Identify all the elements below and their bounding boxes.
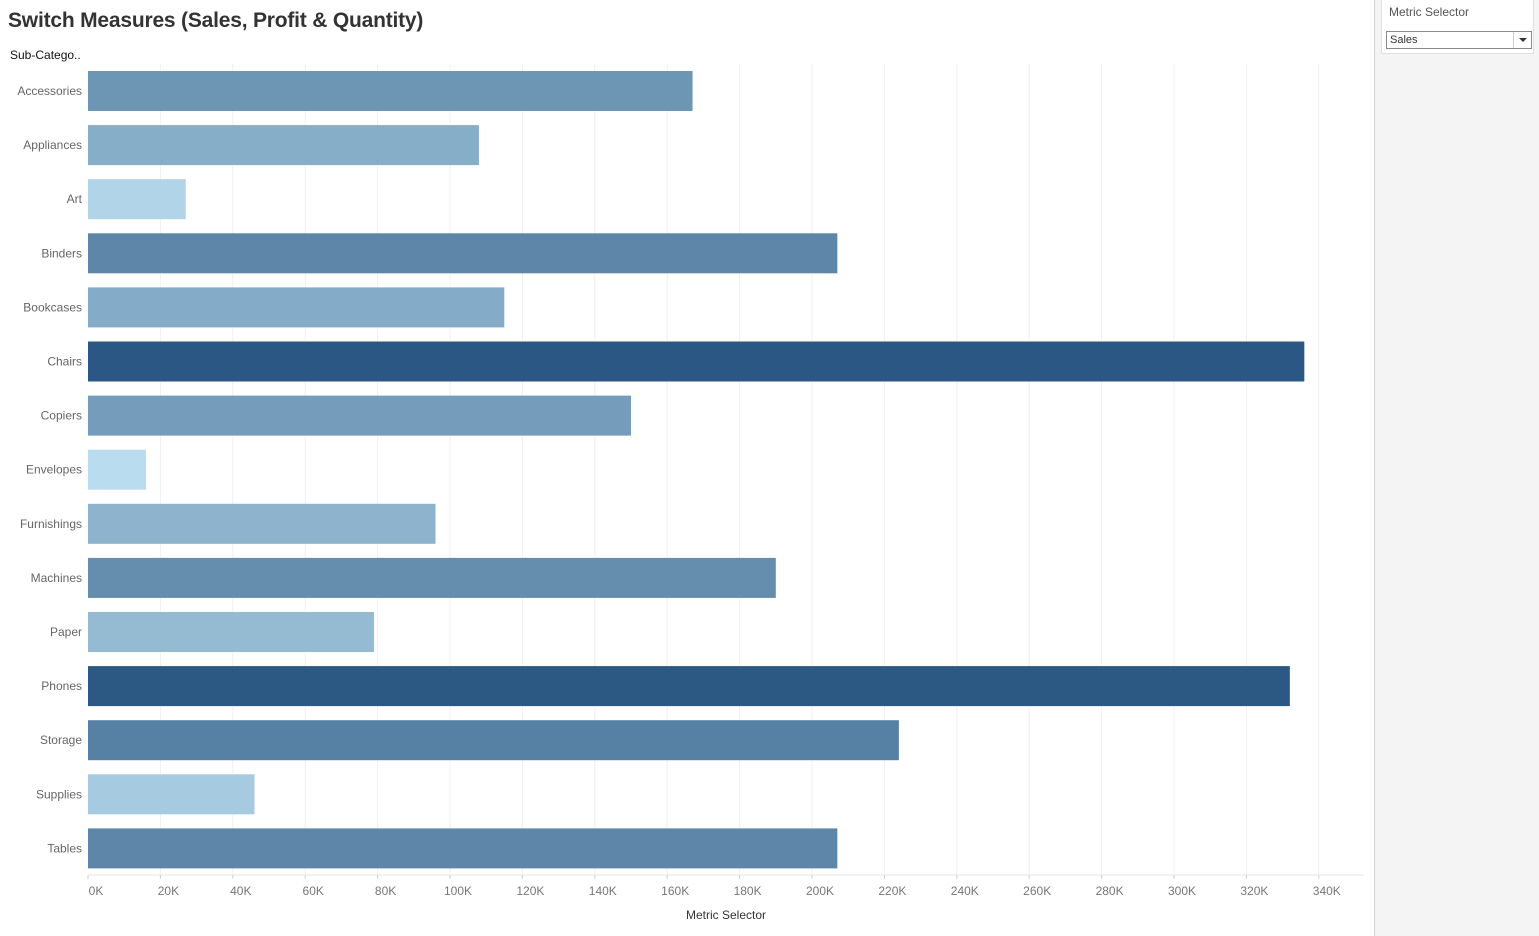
x-tick-label: 20K bbox=[158, 884, 179, 898]
x-tick-label: 160K bbox=[661, 884, 689, 898]
bar[interactable] bbox=[88, 287, 505, 328]
category-label: Furnishings bbox=[20, 517, 82, 531]
category-label: Paper bbox=[50, 625, 82, 639]
bar[interactable] bbox=[88, 233, 838, 274]
category-label: Bookcases bbox=[23, 300, 82, 314]
x-tick-label: 120K bbox=[516, 884, 544, 898]
bar[interactable] bbox=[88, 503, 436, 544]
bar[interactable] bbox=[88, 720, 899, 761]
x-tick-label: 220K bbox=[878, 884, 906, 898]
category-label: Phones bbox=[41, 679, 82, 693]
x-tick-label: 60K bbox=[303, 884, 324, 898]
category-label: Chairs bbox=[47, 355, 82, 369]
row-header-label[interactable]: Sub-Catego.. bbox=[10, 48, 81, 62]
bar[interactable] bbox=[88, 341, 1305, 382]
category-label: Art bbox=[67, 192, 83, 206]
chart-title: Switch Measures (Sales, Profit & Quantit… bbox=[8, 9, 424, 32]
bar[interactable] bbox=[88, 774, 255, 815]
side-panel: Metric Selector Sales bbox=[1374, 0, 1539, 936]
bar[interactable] bbox=[88, 179, 186, 220]
x-tick-label: 260K bbox=[1023, 884, 1051, 898]
metric-selector-dropdown[interactable]: Sales bbox=[1386, 31, 1532, 49]
chevron-down-icon[interactable] bbox=[1513, 32, 1531, 48]
category-label: Supplies bbox=[36, 787, 82, 801]
metric-selector-title: Metric Selector bbox=[1389, 5, 1470, 19]
category-label: Appliances bbox=[23, 138, 82, 152]
x-tick-label: 240K bbox=[951, 884, 979, 898]
x-tick-label: 0K bbox=[89, 884, 104, 898]
category-label: Envelopes bbox=[26, 463, 82, 477]
x-tick-label: 320K bbox=[1240, 884, 1268, 898]
x-tick-label: 300K bbox=[1168, 884, 1196, 898]
bar[interactable] bbox=[88, 828, 838, 869]
category-label: Tables bbox=[47, 841, 82, 855]
x-tick-label: 340K bbox=[1313, 884, 1341, 898]
category-label: Binders bbox=[41, 246, 82, 260]
bar[interactable] bbox=[88, 71, 693, 111]
category-label: Storage bbox=[40, 733, 82, 747]
x-tick-label: 180K bbox=[734, 884, 762, 898]
bar[interactable] bbox=[88, 125, 479, 166]
x-tick-label: 100K bbox=[444, 884, 472, 898]
bar[interactable] bbox=[88, 449, 146, 490]
x-tick-label: 140K bbox=[589, 884, 617, 898]
category-label: Machines bbox=[31, 571, 82, 585]
category-label: Copiers bbox=[41, 409, 82, 423]
bar[interactable] bbox=[88, 395, 631, 436]
metric-selector-card: Metric Selector Sales bbox=[1381, 0, 1534, 54]
bar[interactable] bbox=[88, 666, 1290, 707]
bar[interactable] bbox=[88, 557, 776, 598]
x-tick-label: 200K bbox=[806, 884, 834, 898]
x-tick-label: 80K bbox=[375, 884, 396, 898]
metric-selector-value: Sales bbox=[1390, 34, 1418, 46]
bar-chart: Accessories Appliances Art Binders Bookcases… bbox=[17, 64, 1364, 922]
x-tick-label: 280K bbox=[1096, 884, 1124, 898]
x-axis-title: Metric Selector bbox=[686, 908, 766, 922]
category-label: Accessories bbox=[17, 84, 82, 98]
bar[interactable] bbox=[88, 612, 374, 652]
x-tick-label: 40K bbox=[230, 884, 251, 898]
